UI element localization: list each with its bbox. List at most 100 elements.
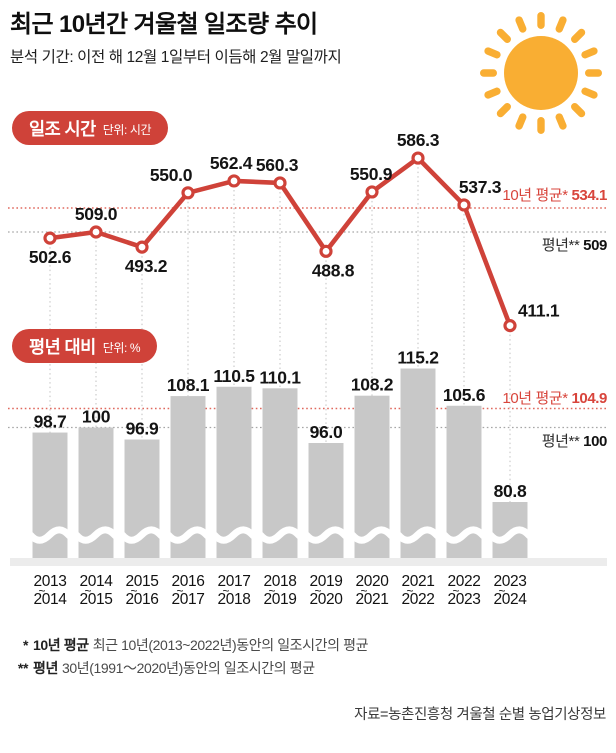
bar-chart-badge-unit: 단위: % [102,340,141,355]
x-axis-year-bottom: 2023 [448,591,481,608]
line-value-label: 562.4 [210,153,253,173]
footnote-2: ** 평년 30년(1991〜2020년)동안의 일조시간의 평균 [12,657,368,680]
bar-value-label: 110.1 [259,367,301,387]
baseline-band [10,558,607,566]
axis-break-wave [211,526,257,544]
axis-break-wave [119,526,165,544]
line-chart-normal-label: 평년** 509 [542,237,607,254]
bar-chart-avg-label: 10년 평균* 104.9 [502,390,607,407]
x-axis-tilde: ~ [176,584,183,598]
x-axis-tilde: ~ [268,584,275,598]
x-axis-year-top: 2022 [448,573,481,590]
line-marker [503,319,517,333]
bar-chart-badge: 평년 대비 단위: % [12,329,158,363]
line-value-label: 560.3 [256,155,299,175]
axis-break-wave [303,526,349,544]
x-axis-tilde: ~ [314,584,321,598]
x-axis-tilde: ~ [406,584,413,598]
axis-break-wave [165,526,211,544]
x-axis-year-top: 2021 [402,573,435,590]
sun-ray [555,113,567,130]
sun-ray [537,117,545,134]
bar-value-label: 105.6 [443,385,486,405]
x-axis-year-bottom: 2019 [264,591,297,608]
x-axis-year-top: 2019 [310,573,343,590]
line-value-label: 550.0 [150,165,193,185]
x-axis-year-top: 2015 [126,573,159,590]
axis-break-waves [27,526,533,544]
x-axis-tilde: ~ [222,584,229,598]
x-axis-year-top: 2023 [494,573,527,590]
bar-value-label: 108.1 [167,375,210,395]
sun-ray [496,28,511,43]
x-axis-tilde: ~ [130,584,137,598]
x-axis-year-bottom: 2016 [126,591,159,608]
page-title: 최근 10년간 겨울철 일조량 추이 [10,11,318,38]
axis-break-wave [487,526,533,544]
sun-ray [555,16,567,33]
sun-ray [515,16,527,33]
bar-chart-badge-title: 평년 대비 [29,336,96,357]
sun-ray [484,87,501,99]
x-axis-year-top: 2014 [80,573,114,590]
bar-value-label: 108.2 [351,375,394,395]
line-marker [135,240,149,254]
x-axis-tilde: ~ [38,584,45,598]
line-chart-badge-unit: 단위: 시간 [102,122,152,137]
bar-value-label: 96.0 [310,422,343,442]
line-value-label: 502.6 [29,247,72,267]
sun-ray [585,69,602,77]
x-axis-year-bottom: 2014 [34,591,68,608]
line-value-labels: 502.6 509.0 493.2 550.0 562.4 560.3 488.8 550.9… [29,130,560,321]
page-subtitle: 분석 기간: 이전 해 12월 1일부터 이듬해 2월 말일까지 [10,49,342,66]
x-axis-year-bottom: 2015 [80,591,113,608]
x-axis-tilde: ~ [452,584,459,598]
footnote-1: * 10년 평균 최근 10년(2013~2022년)동안의 일조시간의 평균 [12,634,369,657]
line-chart-badge-title: 일조 시간 [29,118,96,139]
line-marker [89,225,103,239]
line-value-label: 411.1 [518,301,560,321]
line-chart-badge: 일조 시간 단위: 시간 [12,111,169,145]
bar-value-label: 115.2 [397,348,439,368]
line-marker [411,151,425,165]
sun-ray [480,69,497,77]
x-axis-year-top: 2020 [356,573,390,590]
axis-break-wave [257,526,303,544]
bar-chart-normal-label: 평년** 100 [542,433,607,450]
x-axis-year-bottom: 2018 [218,591,251,608]
footnote-2-text: 평년 30년(1991〜2020년)동안의 일조시간의 평균 [33,660,315,676]
axis-break-wave [395,526,441,544]
sun-ray [515,113,527,130]
line-markers [43,151,517,333]
x-axis-labels: 2013~20142014~20152015~20162016~20172017… [34,573,528,608]
x-axis-year-top: 2013 [34,573,67,590]
line-value-label: 509.0 [75,204,118,224]
x-axis-year-bottom: 2021 [356,591,389,608]
sun-ray [484,47,501,59]
sun-ray [496,103,511,118]
x-axis-year-bottom: 2022 [402,591,435,608]
footnote-2-marker: ** [17,660,29,676]
line-marker [181,186,195,200]
sun-ray [571,103,586,118]
source-credit: 자료=농촌진흥청 겨울철 순별 농업기상정보 [354,707,606,723]
x-axis-year-bottom: 2020 [310,591,344,608]
x-axis-year-bottom: 2024 [494,591,528,608]
axis-break-wave [73,526,119,544]
line-value-label: 488.8 [312,260,355,280]
sun-ray [537,12,545,29]
x-axis-year-bottom: 2017 [172,591,205,608]
line-marker [227,174,241,188]
line-chart-avg-label: 10년 평균* 534.1 [502,187,607,204]
sun-ray [581,87,598,99]
bar-value-label: 80.8 [494,481,527,501]
bar-value-label: 100 [82,407,111,427]
line-value-label: 586.3 [397,130,440,150]
x-axis-year-top: 2018 [264,573,297,590]
sun-icon [480,12,602,134]
line-value-label: 550.9 [350,164,393,184]
axis-break-wave [349,526,395,544]
line-value-label: 493.2 [125,256,168,276]
